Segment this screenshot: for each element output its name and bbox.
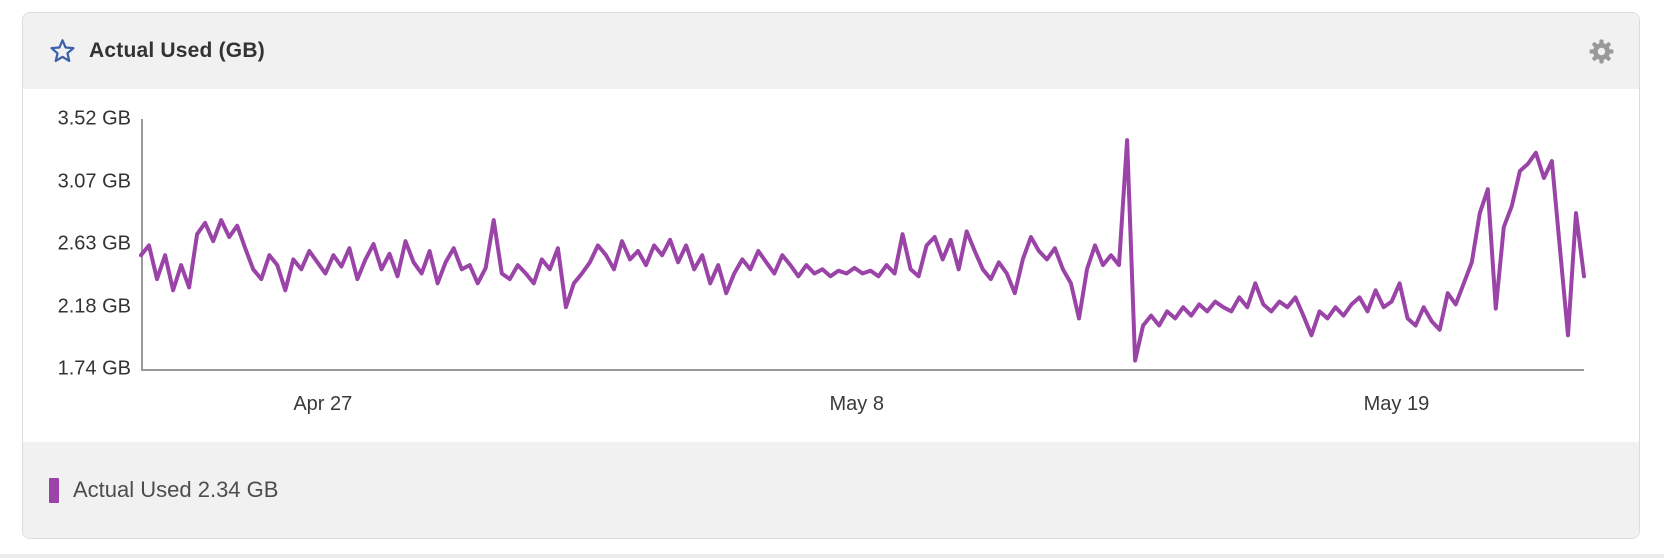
legend-color-marker [49,477,59,503]
settings-gear-icon[interactable] [1587,37,1615,65]
gear-glyph [1589,39,1613,63]
x-tick-label: May 19 [1363,393,1430,415]
favorite-star-icon[interactable] [47,36,77,66]
actual-used-line-series [139,138,1586,363]
y-tick-label: 2.18 GB [57,295,131,317]
x-tick-label: May 8 [829,393,884,415]
y-tick-label: 1.74 GB [57,357,131,380]
y-tick-label: 3.07 GB [57,170,131,192]
y-tick-label: 2.63 GB [57,232,131,255]
widget-title: Actual Used (GB) [89,39,265,62]
star-outline-glyph [49,38,75,62]
y-tick-label: 3.52 GB [57,107,131,130]
legend-label[interactable]: Actual Used 2.34 GB [73,477,279,502]
x-tick-label: Apr 27 [293,393,353,415]
plot-area[interactable] [139,119,1586,371]
next-widget-edge [0,554,1664,558]
chart-widget-card: Actual Used (GB) 3.52 GB 3.07 GB 2.63 GB 2.… [22,12,1640,539]
chart-plot-region: 3.52 GB 3.07 GB 2.63 GB 2.18 GB 1.74 GB Apr … [23,89,1639,444]
legend-footer: Actual Used 2.34 GB [23,442,1639,538]
widget-header: Actual Used (GB) [23,13,1639,89]
